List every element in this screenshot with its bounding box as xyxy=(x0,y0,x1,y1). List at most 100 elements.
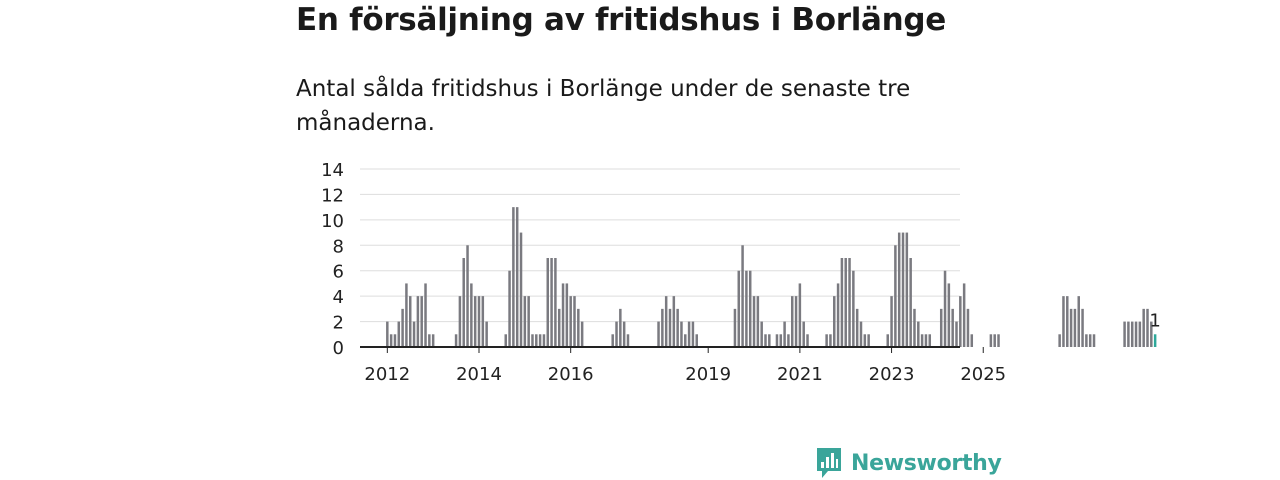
bar xyxy=(611,334,614,347)
bar xyxy=(997,334,1000,347)
bar xyxy=(737,270,741,347)
bar xyxy=(664,296,668,347)
bar xyxy=(1062,296,1065,347)
x-tick-label: 2014 xyxy=(456,364,502,385)
bar xyxy=(504,334,507,347)
bar xyxy=(668,308,672,347)
x-axis-ticks: 2012 2014 2016 2019 2021 2023 2025 xyxy=(364,347,1006,385)
newsworthy-logo: Newsworthy xyxy=(815,446,1002,480)
bar xyxy=(515,207,519,347)
bar xyxy=(748,270,752,347)
bar xyxy=(1085,334,1088,347)
y-tick-label: 10 xyxy=(321,211,344,232)
bar xyxy=(680,321,683,347)
bar xyxy=(924,334,928,347)
y-tick-label: 14 xyxy=(321,160,344,181)
bar xyxy=(466,245,469,347)
bar xyxy=(477,296,481,347)
bar xyxy=(527,296,530,347)
bar xyxy=(901,232,905,347)
bar xyxy=(416,296,420,347)
bar xyxy=(1138,321,1142,347)
y-tick-label: 6 xyxy=(333,262,344,283)
bar xyxy=(833,296,836,347)
bar xyxy=(1073,308,1077,347)
y-tick-label: 8 xyxy=(333,236,344,257)
bar xyxy=(844,258,847,347)
bar xyxy=(424,283,427,347)
bar xyxy=(1142,308,1145,347)
bar xyxy=(966,308,970,347)
bar xyxy=(1081,308,1084,347)
bar xyxy=(531,334,534,347)
bar xyxy=(1077,296,1080,347)
bar xyxy=(764,334,767,347)
bar xyxy=(1058,334,1061,347)
bar xyxy=(569,296,572,347)
bar xyxy=(523,296,527,347)
bar xyxy=(939,308,943,347)
bar xyxy=(676,308,679,347)
bar xyxy=(886,334,889,347)
bar xyxy=(512,207,515,347)
y-tick-label: 0 xyxy=(333,338,344,359)
x-tick-label: 2021 xyxy=(777,364,823,385)
bar xyxy=(565,283,569,347)
bar xyxy=(661,308,664,347)
bar xyxy=(970,334,974,347)
bar xyxy=(462,258,465,347)
bar xyxy=(458,296,462,347)
bar xyxy=(428,334,431,347)
bar xyxy=(408,296,412,347)
bar xyxy=(863,334,867,347)
bar xyxy=(615,321,618,347)
brand-name: Newsworthy xyxy=(851,450,1002,476)
bar xyxy=(806,334,809,347)
bar xyxy=(867,334,870,347)
bar xyxy=(794,296,798,347)
bar xyxy=(1092,334,1096,347)
bar xyxy=(470,283,473,347)
x-tick-label: 2012 xyxy=(364,364,410,385)
bar xyxy=(855,308,859,347)
bar xyxy=(836,283,840,347)
bar xyxy=(741,245,744,347)
bar xyxy=(913,308,916,347)
bar xyxy=(1127,321,1130,347)
bar xyxy=(825,334,828,347)
bar xyxy=(554,258,557,347)
bar xyxy=(959,296,962,347)
bar xyxy=(779,334,783,347)
bar xyxy=(947,283,951,347)
bar xyxy=(745,270,748,347)
bar xyxy=(454,334,458,347)
x-tick-label: 2025 xyxy=(960,364,1006,385)
y-axis-ticks: 0 2 4 6 8 10 12 14 xyxy=(321,160,344,359)
bar xyxy=(752,296,756,347)
bar xyxy=(535,334,538,347)
bar xyxy=(622,321,626,347)
bar xyxy=(538,334,542,347)
bar xyxy=(1123,321,1126,347)
bar xyxy=(405,283,408,347)
bar xyxy=(695,334,698,347)
bar xyxy=(550,258,553,347)
bar xyxy=(420,296,423,347)
bar xyxy=(917,321,920,347)
bar xyxy=(657,321,660,347)
bar xyxy=(943,270,947,347)
bar-latest xyxy=(1153,334,1157,347)
bar xyxy=(760,321,763,347)
bar xyxy=(787,334,790,347)
bar xyxy=(768,334,771,347)
bar xyxy=(473,296,477,347)
bar xyxy=(920,334,924,347)
bar xyxy=(756,296,760,347)
bar xyxy=(431,334,435,347)
x-tick-label: 2019 xyxy=(685,364,731,385)
bar xyxy=(897,232,901,347)
bar xyxy=(393,334,397,347)
bar xyxy=(905,232,909,347)
bar xyxy=(1150,321,1153,347)
bar xyxy=(577,308,580,347)
